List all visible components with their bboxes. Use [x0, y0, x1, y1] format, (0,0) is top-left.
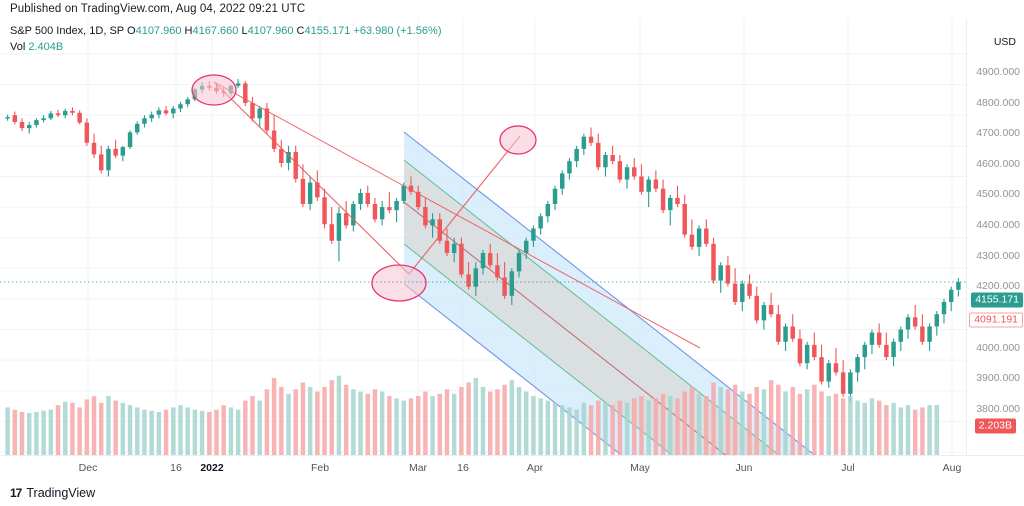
tradingview-mark-icon: 17 [10, 486, 22, 500]
price-tick-label: 3900.000 [976, 372, 1020, 385]
previous-close-badge[interactable]: 4091.191 [969, 312, 1023, 328]
price-tick-label: 4400.000 [976, 219, 1020, 232]
date-tick-label: 16 [170, 462, 182, 474]
date-tick-label: Dec [78, 462, 98, 474]
price-tick-label: 4800.000 [976, 96, 1020, 109]
date-tick-label: 2022 [200, 462, 224, 474]
date-tick-label: Feb [310, 462, 330, 474]
price-axis[interactable]: USD 4900.000 4800.000 4700.000 4600.000 4500… [966, 18, 1024, 476]
price-tick-label: 4500.000 [976, 188, 1020, 201]
published-caption: Published on TradingView.com, Aug 04, 20… [10, 3, 306, 15]
price-tick-label: 4000.000 [976, 341, 1020, 354]
price-volume-svg [0, 18, 966, 455]
chart-plot-area[interactable] [0, 18, 966, 455]
tradingview-wordmark: TradingView [26, 486, 96, 500]
currency-label: USD [993, 36, 1016, 48]
date-tick-label: Aug [942, 462, 962, 474]
tradingview-logo: 17 TradingView [10, 486, 95, 500]
price-tick-label: 4200.000 [976, 280, 1020, 293]
price-tick-label: 4600.000 [976, 157, 1020, 170]
date-tick-label: 16 [457, 462, 469, 474]
date-tick-label: Mar [408, 462, 428, 474]
date-tick-label: May [630, 462, 650, 474]
date-tick-label: Apr [526, 462, 544, 474]
date-tick-label: Jul [841, 462, 855, 474]
price-tick-label: 4300.000 [976, 249, 1020, 262]
volume-badge[interactable]: 2.203B [974, 418, 1016, 434]
price-tick-label: 4900.000 [976, 66, 1020, 78]
date-tick-label: Jun [735, 462, 753, 474]
current-price-badge[interactable]: 4155.171 [971, 292, 1023, 308]
time-axis[interactable]: Dec 16 2022 Feb Mar 16 Apr May Jun Jul Aug [0, 455, 1024, 482]
price-tick-label: 3800.000 [976, 402, 1020, 415]
price-tick-label: 4700.000 [976, 127, 1020, 140]
chart-frame: USD 4900.000 4800.000 4700.000 4600.000 4500… [0, 18, 1024, 476]
